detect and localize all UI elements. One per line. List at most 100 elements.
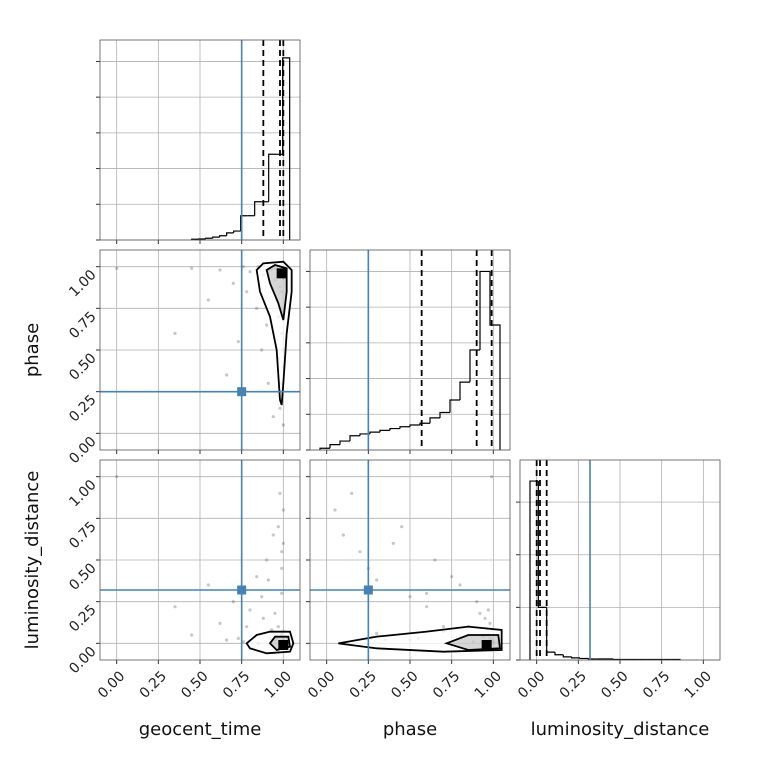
sample-point: [232, 282, 235, 285]
y-tick-label: 0.25: [66, 602, 99, 635]
x-tick-label: 0.25: [347, 668, 380, 701]
histogram-step: [480, 271, 490, 350]
sample-point: [260, 595, 263, 598]
sample-point: [218, 268, 221, 271]
y-tick-label: 0.00: [66, 434, 99, 467]
sample-point: [488, 622, 491, 625]
x-tick-label: 0.50: [388, 668, 421, 701]
sample-point: [450, 575, 453, 578]
truth-marker: [364, 586, 373, 595]
y-tick-label: 0.50: [66, 560, 99, 593]
sample-point: [400, 525, 403, 528]
sample-point: [267, 382, 270, 385]
histogram-step: [430, 418, 440, 423]
x-axis-label: phase: [383, 719, 437, 740]
sample-point: [282, 423, 285, 426]
sample-point: [358, 550, 361, 553]
x-tick-label: 1.00: [262, 668, 295, 701]
sample-point: [458, 583, 461, 586]
histogram-step: [613, 659, 621, 660]
x-tick-label: 0.50: [178, 668, 211, 701]
sample-point: [277, 525, 280, 528]
sample-point: [282, 542, 285, 545]
sample-point: [490, 475, 493, 478]
density-peak: [278, 640, 288, 650]
x-axis-label: geocent_time: [139, 719, 262, 740]
sample-point: [260, 348, 263, 351]
y-tick-label: 0.50: [66, 350, 99, 383]
sample-point: [278, 492, 281, 495]
histogram-step: [234, 231, 241, 233]
x-tick-label: 0.00: [95, 668, 128, 701]
histogram-step: [380, 430, 390, 432]
sample-point: [280, 550, 283, 553]
x-tick-label: 0.25: [137, 668, 170, 701]
sample-point: [280, 567, 283, 570]
sample-point: [232, 600, 235, 603]
y-tick-label: 1.00: [66, 477, 99, 510]
sample-point: [255, 575, 258, 578]
sample-point: [282, 508, 285, 511]
sample-point: [245, 625, 248, 628]
sample-point: [375, 632, 378, 635]
x-tick-label: 0.75: [220, 668, 253, 701]
histogram-step: [547, 607, 555, 652]
histogram-step: [390, 429, 400, 431]
y-tick-label: 0.75: [66, 309, 99, 342]
sample-point: [225, 373, 228, 376]
sample-point: [245, 290, 248, 293]
sample-point: [262, 617, 265, 620]
sample-point: [277, 625, 280, 628]
histogram-step: [255, 202, 262, 216]
sample-point: [207, 583, 210, 586]
sample-point: [115, 475, 118, 478]
histogram-step: [269, 154, 276, 202]
sample-point: [248, 608, 251, 611]
sample-point: [272, 533, 275, 536]
x-tick-label: 0.75: [430, 668, 463, 701]
sample-point: [278, 407, 281, 410]
histogram-step: [400, 427, 410, 429]
sample-point: [333, 508, 336, 511]
sample-point: [425, 592, 428, 595]
sample-point: [475, 600, 478, 603]
x-tick-label: 0.00: [305, 668, 338, 701]
histogram-step: [330, 445, 340, 449]
histogram-step: [340, 441, 350, 445]
density-peak: [277, 268, 287, 278]
sample-point: [190, 267, 193, 270]
sample-point: [433, 558, 436, 561]
x-tick-label: 0.25: [557, 668, 590, 701]
sample-point: [375, 578, 378, 581]
sample-point: [265, 558, 268, 561]
sample-point: [273, 612, 276, 615]
sample-point: [173, 332, 176, 335]
y-tick-label: 0.00: [66, 644, 99, 677]
histogram-step: [227, 233, 234, 236]
x-tick-label: 0.00: [515, 668, 548, 701]
sample-point: [478, 612, 481, 615]
sample-point: [207, 298, 210, 301]
x-tick-label: 0.50: [598, 668, 631, 701]
sample-point: [237, 637, 240, 640]
truth-marker: [237, 586, 246, 595]
sample-point: [248, 270, 251, 273]
sample-point: [425, 605, 428, 608]
sample-point: [408, 595, 411, 598]
sample-point: [237, 340, 240, 343]
sample-point: [350, 492, 353, 495]
sample-point: [392, 542, 395, 545]
histogram-step: [470, 350, 480, 382]
histogram-step: [370, 432, 380, 434]
histogram-step: [580, 658, 588, 659]
y-tick-label: 0.75: [66, 519, 99, 552]
sample-point: [173, 605, 176, 608]
x-axis-label: luminosity_distance: [531, 719, 710, 740]
sample-point: [280, 592, 283, 595]
histogram-step: [440, 413, 450, 418]
truth-marker: [237, 387, 246, 396]
y-tick-label: 0.25: [66, 392, 99, 425]
histogram-step: [555, 652, 563, 655]
x-tick-label: 0.75: [640, 668, 673, 701]
